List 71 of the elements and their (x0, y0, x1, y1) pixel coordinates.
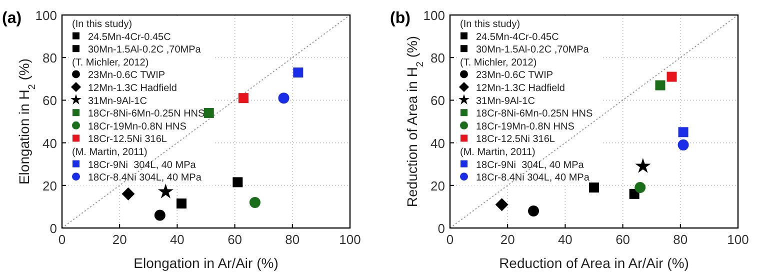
point (249, 196, 260, 208)
annotation: (M. Martin, 2011) (72, 147, 148, 158)
point (204, 108, 214, 118)
legend-label: 23Mn-0.6C TWIP (88, 70, 166, 82)
chart-title: (a) (2, 10, 22, 27)
y-tick-label: 20 (42, 178, 57, 194)
point (528, 205, 540, 216)
x-tick-label: 40 (170, 232, 184, 247)
legend-label: 18Cr-12.5Ni 316L (476, 134, 556, 146)
legend-label: 24.5Mn-4Cr-0.45C (476, 32, 559, 43)
point (158, 184, 174, 198)
legend-label: 31Mn-9Al-1C (476, 96, 535, 107)
legend-label: 24.5Mn-4Cr-0.45C (88, 32, 171, 43)
y-tick-label: 80 (430, 50, 445, 66)
x-axis-title: Reduction of Area in Ar/Air (%) (499, 255, 689, 271)
x-tick-label: 60 (616, 232, 630, 247)
x-tick-label: 20 (112, 232, 127, 247)
legend-label: 18Cr-8Ni-6Mn-0.25N HNS (88, 108, 206, 120)
y-tick-label: 0 (50, 221, 57, 236)
point (278, 92, 290, 104)
legend-label: 18Cr-12.5Ni 316L (88, 134, 168, 146)
point (666, 72, 677, 82)
y-tick-label: 40 (42, 136, 57, 151)
y-tick-label: 80 (42, 50, 57, 66)
point (678, 127, 688, 138)
legend-label: 12Mn-1.3C Hadfield (476, 83, 565, 94)
point (678, 139, 689, 150)
point (635, 158, 651, 173)
legend-label: 18Cr-9Ni 304L, 40 MPa (88, 160, 196, 171)
y-tick-label: 40 (430, 136, 445, 151)
point (238, 93, 248, 104)
annotation: (In this study) (72, 19, 132, 30)
y-tick-label: 60 (430, 93, 445, 108)
point (495, 198, 508, 212)
x-tick-label: 100 (339, 232, 361, 247)
point (232, 177, 243, 188)
x-axis-title: Elongation in Ar/Air (%) (134, 255, 278, 271)
legend-label: 18Cr-9Ni 304L, 40 MPa (476, 160, 584, 171)
point (655, 80, 666, 90)
x-tick-label: 100 (727, 232, 749, 247)
legend-label: 23Mn-0.6C TWIP (476, 70, 554, 82)
point (122, 187, 135, 200)
legend-label: 30Mn-1.5Al-0.2C ,70MPa (88, 44, 202, 56)
x-tick-label: 80 (673, 232, 688, 247)
chart-title: (b) (390, 10, 410, 27)
x-tick-label: 40 (558, 232, 572, 247)
legend-label: 31Mn-9Al-1C (88, 96, 147, 107)
annotation: (M. Martin, 2011) (460, 147, 536, 158)
y-tick-label: 20 (430, 178, 445, 194)
y-tick-label: 0 (438, 221, 445, 236)
annotation: (T. Michler, 2012) (460, 57, 537, 68)
y-tick-label: 100 (423, 8, 445, 23)
point (154, 210, 166, 221)
point (634, 182, 646, 194)
legend-label: 18Cr-19Mn-0.8N HNS (476, 121, 575, 132)
annotation: (T. Michler, 2012) (72, 57, 149, 68)
point (176, 198, 187, 209)
legend-label: 18Cr-19Mn-0.8N HNS (88, 121, 187, 132)
annotation: (In this study) (460, 19, 520, 30)
legend-label: 18Cr-8.4Ni 304L, 40 MPa (88, 172, 202, 184)
x-tick-label: 20 (500, 232, 515, 247)
legend-label: 18Cr-8Ni-6Mn-0.25N HNS (476, 108, 594, 120)
point (293, 68, 304, 78)
legend-label: 18Cr-8.4Ni 304L, 40 MPa (476, 172, 590, 184)
y-tick-label: 60 (42, 93, 57, 108)
legend-label: 30Mn-1.5Al-0.2C ,70MPa (476, 44, 590, 56)
x-tick-label: 60 (228, 232, 242, 247)
legend-label: 12Mn-1.3C Hadfield (88, 83, 177, 94)
x-tick-label: 80 (285, 232, 300, 247)
y-tick-label: 100 (35, 8, 57, 23)
point (589, 182, 599, 193)
